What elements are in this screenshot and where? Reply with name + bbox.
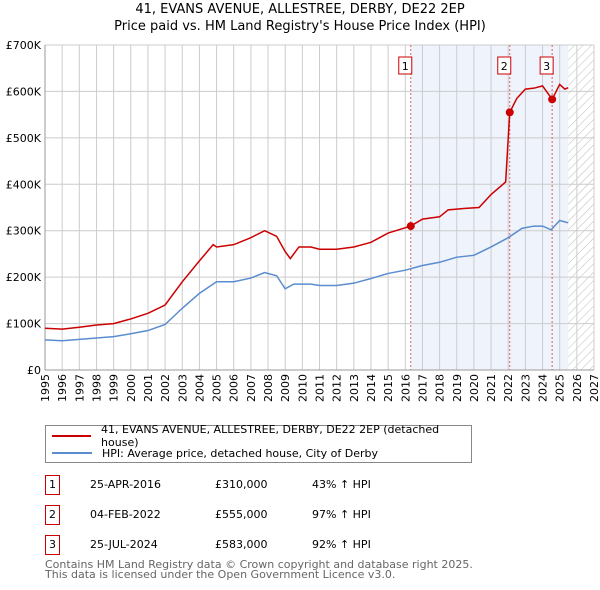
sale-label-box — [398, 56, 413, 75]
x-tick-label: 2000 — [125, 374, 138, 402]
sale-price: £555,000 — [215, 508, 268, 521]
x-tick-label: 2015 — [382, 374, 395, 402]
x-tick-label: 2010 — [296, 374, 309, 402]
x-tick-label: 2020 — [468, 374, 481, 402]
x-tick-label: 2018 — [434, 374, 447, 402]
x-tick-label: 2016 — [399, 374, 412, 402]
legend-swatch-property — [52, 435, 92, 437]
x-tick-label: 2005 — [211, 374, 224, 402]
sale-label-box — [497, 56, 512, 75]
sale-row: 3 25-JUL-2024 £583,000 92% ↑ HPI — [45, 535, 445, 555]
hpi-line — [44, 219, 569, 342]
x-tick-label: 2008 — [262, 374, 275, 402]
y-tick-label: £100K — [6, 318, 42, 331]
x-tick-label: 2013 — [348, 374, 361, 402]
x-tick-label: 2027 — [588, 374, 600, 402]
sale-hpi-diff: 97% ↑ HPI — [312, 508, 371, 521]
sale-date: 04-FEB-2022 — [90, 508, 161, 521]
x-tick-label: 2003 — [176, 374, 189, 402]
x-tick-label: 2025 — [554, 374, 567, 402]
sale-badge: 2 — [45, 505, 60, 525]
sale-point — [406, 222, 415, 231]
sale-point — [548, 95, 557, 104]
sale-price: £310,000 — [215, 478, 268, 491]
footer-copyright: Contains HM Land Registry data © Crown c… — [45, 558, 473, 571]
x-tick-label: 1997 — [73, 374, 86, 402]
x-tick-label: 2026 — [571, 374, 584, 402]
sale-hpi-diff: 43% ↑ HPI — [312, 478, 371, 491]
y-tick-label: £500K — [6, 132, 42, 145]
sale-label-box — [539, 56, 554, 75]
sale-date: 25-APR-2016 — [90, 478, 162, 491]
legend-swatch-hpi — [52, 452, 92, 454]
y-tick-label: £600K — [6, 85, 42, 98]
x-tick-label: 2002 — [159, 374, 172, 402]
footer-licence: This data is licensed under the Open Gov… — [45, 568, 396, 581]
forecast-hatch — [568, 45, 594, 370]
sale-hpi-diff: 92% ↑ HPI — [312, 538, 371, 551]
x-tick-label: 1998 — [90, 374, 103, 402]
x-tick-label: 2024 — [537, 374, 550, 402]
x-tick-label: 2021 — [485, 374, 498, 402]
x-tick-label: 1999 — [108, 374, 121, 402]
x-tick-label: 2019 — [451, 374, 464, 402]
sale-row: 2 04-FEB-2022 £555,000 97% ↑ HPI — [45, 505, 445, 525]
x-tick-label: 2007 — [245, 374, 258, 402]
x-tick-label: 2009 — [279, 374, 292, 402]
sale-date: 25-JUL-2024 — [90, 538, 158, 551]
x-tick-label: 2017 — [416, 374, 429, 402]
x-tick-label: 2014 — [365, 374, 378, 402]
chart-subtitle: Price paid vs. HM Land Registry's House … — [114, 19, 486, 34]
legend-label-hpi: HPI: Average price, detached house, City… — [102, 446, 379, 460]
chart-title: 41, EVANS AVENUE, ALLESTREE, DERBY, DE22… — [135, 2, 465, 17]
property-price-line — [44, 83, 569, 330]
sale-badge: 3 — [45, 535, 60, 555]
x-tick-label: 2001 — [142, 374, 155, 402]
x-tick-label: 2012 — [331, 374, 344, 402]
y-tick-label: £400K — [6, 178, 42, 191]
sale-badge: 1 — [45, 475, 60, 495]
x-tick-label: 1995 — [39, 374, 52, 402]
sale-price: £583,000 — [215, 538, 268, 551]
sale-label: 3 — [543, 60, 550, 73]
x-tick-label: 2023 — [519, 374, 532, 402]
x-tick-label: 2022 — [502, 374, 515, 402]
sale-label: 1 — [402, 60, 409, 73]
y-tick-label: £700K — [6, 39, 42, 52]
sale-label: 2 — [501, 60, 508, 73]
x-tick-label: 2011 — [314, 374, 327, 402]
chart-legend: 41, EVANS AVENUE, ALLESTREE, DERBY, DE22… — [45, 423, 472, 463]
y-tick-label: £300K — [6, 225, 42, 238]
x-tick-label: 2004 — [193, 374, 206, 402]
price-chart: 1995 1996 1997 1998 1999 2000 2001 2002 2003 2004… — [6, 39, 600, 402]
sale-point — [505, 108, 514, 117]
legend-label-property: 41, EVANS AVENUE, ALLESTREE, DERBY, DE22… — [101, 423, 440, 449]
y-tick-label: £0 — [27, 364, 41, 377]
sales-period-shading — [410, 45, 569, 370]
y-tick-label: £200K — [6, 271, 42, 284]
x-tick-label: 1996 — [56, 374, 69, 402]
x-tick-label: 2006 — [228, 374, 241, 402]
sale-row: 1 25-APR-2016 £310,000 43% ↑ HPI — [45, 475, 445, 495]
